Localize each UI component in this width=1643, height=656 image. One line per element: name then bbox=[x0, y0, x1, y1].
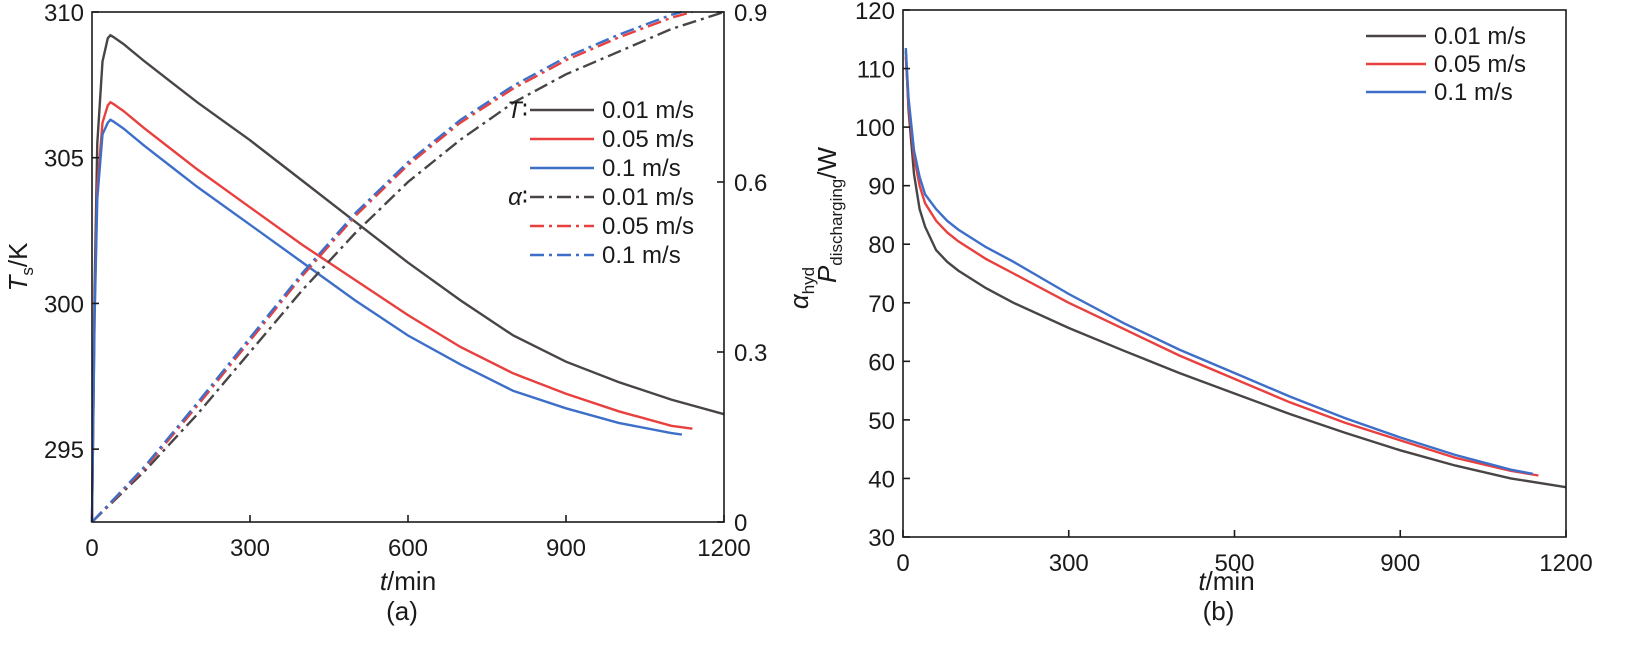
panel-a-legend-group-label: T∶ bbox=[507, 97, 528, 124]
panel-b-y-tick-label: 90 bbox=[868, 174, 895, 201]
panel-a-x-tick-label: 0 bbox=[85, 535, 98, 562]
panel-a-x-tick-label: 300 bbox=[230, 535, 270, 562]
panel-b-x-tick-label: 0 bbox=[896, 550, 909, 577]
panel-b-caption: (b) bbox=[1203, 596, 1235, 626]
panel-a-y-axis-label: Ts/K bbox=[3, 242, 37, 292]
panel-a-x-tick-label: 600 bbox=[388, 535, 428, 562]
panel-b-y-tick-label: 40 bbox=[868, 466, 895, 493]
panel-a-chart: 0 300 600 900 1200 295 300 305 310 0 0.3 0.6 0.9 t/mi… bbox=[3, 0, 818, 626]
panel-b-x-tick-label: 300 bbox=[1049, 550, 1089, 577]
panel-b-legend-label-2: 0.1 m/s bbox=[1434, 79, 1513, 106]
panel-b-y-tick-label: 100 bbox=[855, 115, 895, 142]
panel-a-legend-label-4: 0.05 m/s bbox=[602, 213, 694, 240]
panel-a-series-line-1 bbox=[90, 100, 693, 523]
panel-b-legend-label-1: 0.05 m/s bbox=[1434, 51, 1526, 78]
panel-a-x-axis-label: t/min bbox=[380, 566, 436, 596]
panel-a-y2-tick-label: 0 bbox=[734, 510, 747, 537]
panel-a-y-tick-label: 300 bbox=[44, 291, 84, 318]
panel-a-legend-group-label: α∶ bbox=[508, 184, 528, 211]
panel-a-series-line-0 bbox=[90, 33, 725, 523]
panel-b-y-tick-label: 50 bbox=[868, 408, 895, 435]
panel-b-chart: 0 300 500 900 1200 30 40 50 60 70 80 90 100 110 120 t/m… bbox=[812, 0, 1593, 626]
panel-a-caption: (a) bbox=[386, 596, 418, 626]
panel-a-legend-label-0: 0.01 m/s bbox=[602, 97, 694, 124]
panel-a-y2-tick-label: 0.6 bbox=[734, 170, 767, 197]
panel-a-series-line-3 bbox=[91, 10, 725, 523]
panel-a-legend-label-2: 0.1 m/s bbox=[602, 155, 681, 182]
panel-b-y-tick-label: 120 bbox=[855, 0, 895, 25]
panel-a-legend-label-3: 0.01 m/s bbox=[602, 184, 694, 211]
panel-b-series-line-2 bbox=[904, 48, 1534, 475]
panel-a-legend-label-5: 0.1 m/s bbox=[602, 242, 681, 269]
panel-b-series-line-0 bbox=[904, 50, 1567, 489]
panel-a-y2-tick-label: 0.3 bbox=[734, 340, 767, 367]
panel-a-series-line-5 bbox=[91, 10, 683, 523]
panel-b-y-tick-label: 80 bbox=[868, 232, 895, 259]
panel-b-y-tick-label: 110 bbox=[857, 57, 895, 84]
panel-b-x-tick-label: 900 bbox=[1380, 550, 1420, 577]
panel-a-series-line-4 bbox=[91, 10, 693, 523]
panel-a-y2-axis-label: αhyd bbox=[784, 267, 818, 309]
panel-a-y-tick-label: 295 bbox=[44, 437, 84, 464]
panel-b-y-tick-label: 60 bbox=[868, 349, 895, 376]
panel-b-x-axis-label: t/min bbox=[1198, 566, 1254, 596]
panel-a-y-tick-label: 310 bbox=[44, 0, 84, 27]
panel-a-y-tick-label: 305 bbox=[44, 146, 84, 173]
panel-a-x-tick-label: 1200 bbox=[697, 535, 750, 562]
panel-b-y-axis-label: Pdischarging/W bbox=[812, 147, 846, 284]
panel-b-series-line-1 bbox=[904, 56, 1539, 477]
panel-a-series-line-2 bbox=[90, 118, 683, 523]
panel-b-y-tick-label: 70 bbox=[868, 291, 895, 318]
panel-b-x-tick-label: 500 bbox=[1214, 550, 1254, 577]
panel-b-y-tick-label: 30 bbox=[868, 525, 895, 552]
panel-b-x-tick-label: 1200 bbox=[1539, 550, 1592, 577]
panel-a-y2-tick-label: 0.9 bbox=[734, 0, 767, 27]
panel-a-x-tick-label: 900 bbox=[546, 535, 586, 562]
panel-a-legend-label-1: 0.05 m/s bbox=[602, 126, 694, 153]
panel-b-legend-label-0: 0.01 m/s bbox=[1434, 23, 1526, 50]
